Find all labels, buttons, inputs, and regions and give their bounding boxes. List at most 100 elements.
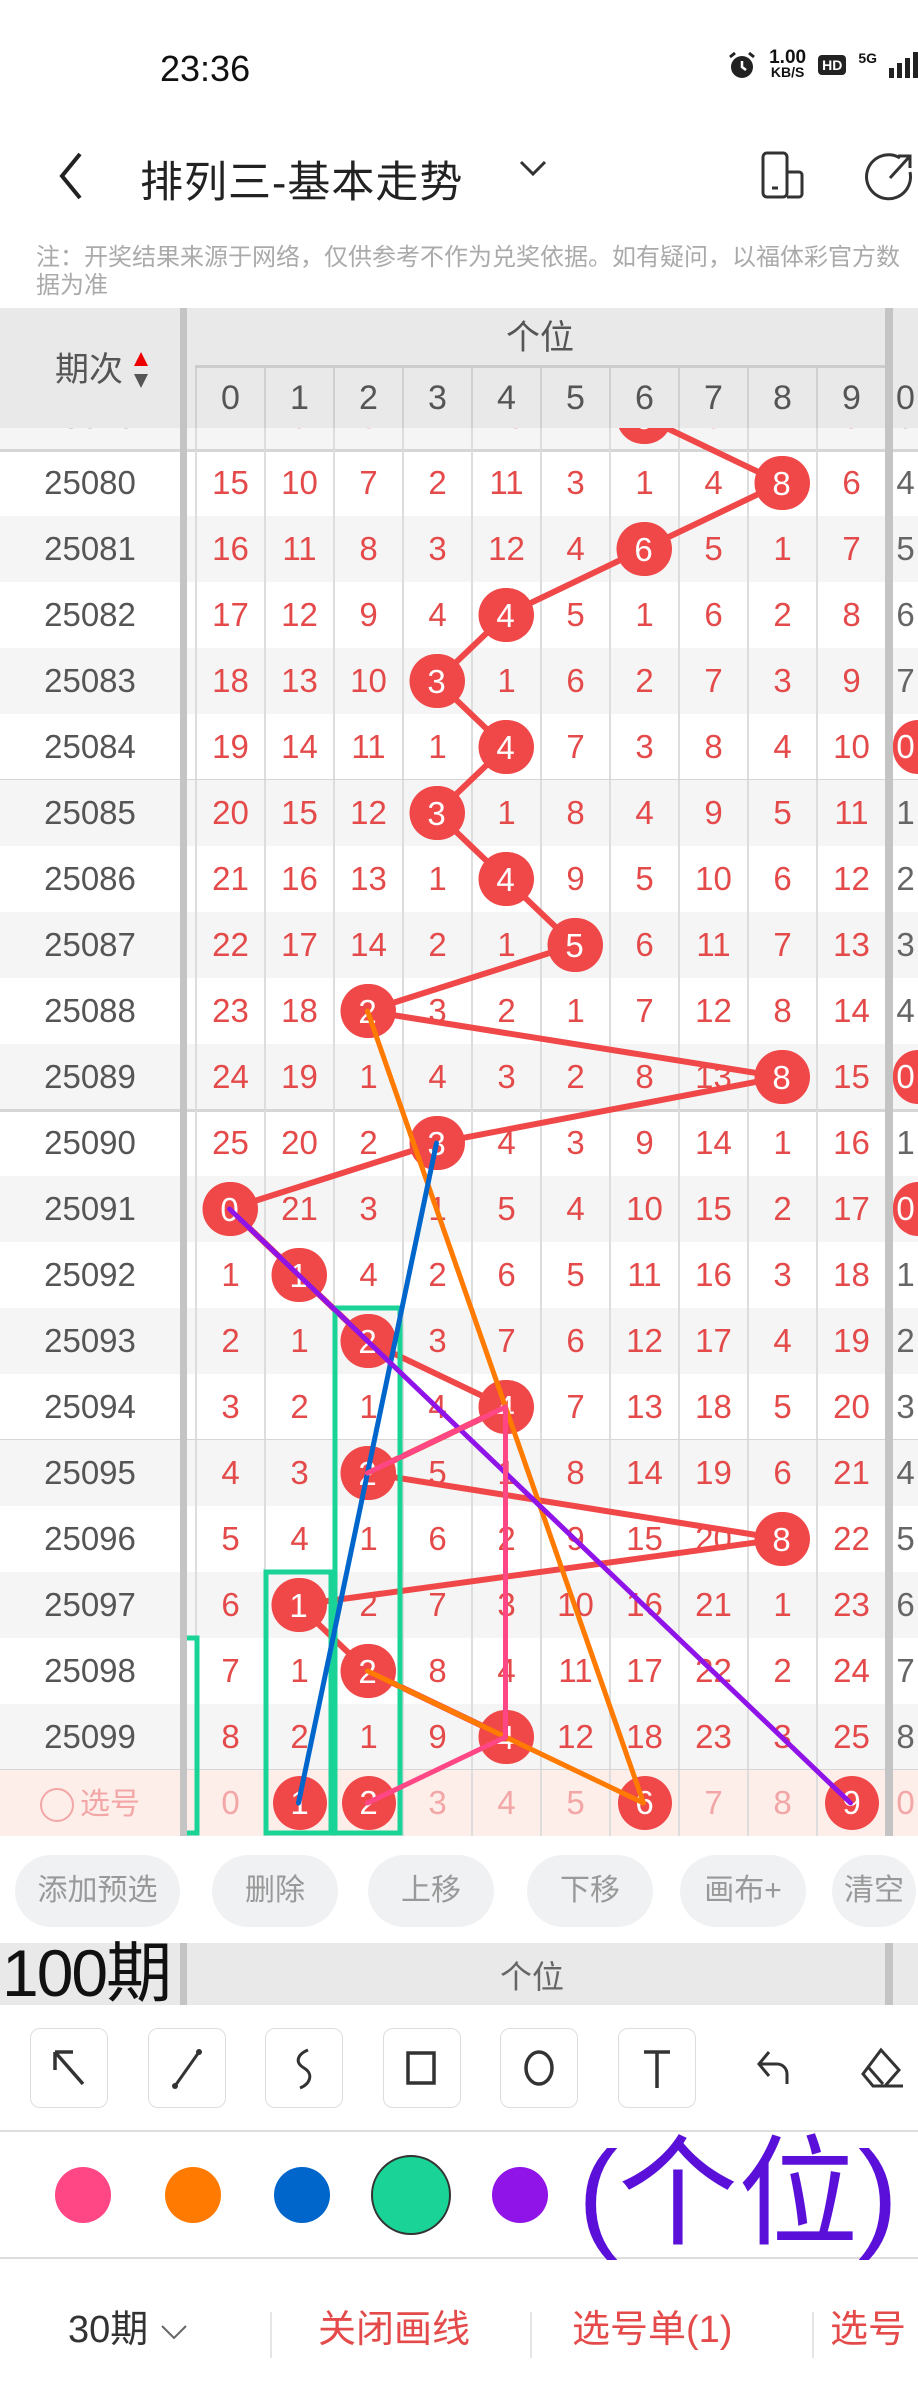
digit-cell: 4 — [471, 1638, 540, 1704]
select-next-digit[interactable]: 0 — [896, 1784, 915, 1821]
hit-ball: 2 — [341, 1644, 396, 1698]
select-digit-1[interactable]: 1 — [264, 1770, 333, 1836]
color-swatch[interactable] — [55, 2167, 111, 2223]
digit-cell: 14 — [678, 1110, 747, 1176]
table-header — [0, 308, 918, 428]
digit-cell: 9 — [540, 846, 609, 912]
digit-cell: 12 — [264, 582, 333, 648]
digit-cell: 6 — [471, 1242, 540, 1308]
digit-cell: 14 — [264, 714, 333, 780]
digit-cell: 6 — [609, 516, 678, 582]
digit-cell: 9 — [264, 428, 333, 450]
phone-layout-icon[interactable] — [760, 150, 808, 202]
select-digit-9[interactable]: 9 — [816, 1770, 885, 1836]
move-down-button[interactable]: 下移 — [527, 1855, 653, 1927]
digit-header-4: 4 — [471, 368, 540, 428]
select-digit-7[interactable]: 7 — [678, 1770, 747, 1836]
select-digit-8[interactable]: 8 — [747, 1770, 816, 1836]
selected-ball: 9 — [824, 1776, 879, 1830]
text-tool-button[interactable] — [618, 2028, 696, 2108]
rectangle-icon — [406, 2051, 436, 2085]
back-icon[interactable] — [50, 148, 90, 204]
digit-cell: 5 — [540, 1242, 609, 1308]
digit-cell: 16 — [816, 1110, 885, 1176]
delete-button[interactable]: 删除 — [212, 1855, 338, 1927]
move-up-button[interactable]: 上移 — [368, 1855, 494, 1927]
selection-list-button[interactable]: 选号单(1) — [572, 2309, 733, 2351]
digit-cell: 2 — [402, 450, 471, 516]
digit-cell: 6 — [333, 428, 402, 450]
arrow-tool-button[interactable] — [30, 2028, 108, 2108]
hd-badge: HD — [818, 55, 847, 75]
share-icon[interactable] — [864, 150, 914, 202]
next-section-cell: 4 — [896, 1454, 915, 1491]
digit-cell: 22 — [195, 912, 264, 978]
hit-ball: 6 — [617, 428, 672, 444]
hit-ball: 2 — [341, 1314, 396, 1368]
period-cell: 25080 — [44, 464, 136, 501]
digit-cell: 6 — [609, 428, 678, 450]
digit-cell: 12 — [816, 846, 885, 912]
period-cell: 25090 — [44, 1124, 136, 1161]
digit-cell: 6 — [747, 1440, 816, 1506]
digit-cell: 1 — [471, 648, 540, 714]
add-preselect-button[interactable]: 添加预选 — [15, 1855, 180, 1927]
digit-cell: 1 — [402, 1176, 471, 1242]
clear-button[interactable]: 清空 — [832, 1855, 916, 1927]
freehand-tool-button[interactable] — [265, 2028, 343, 2108]
hit-ball: 2 — [341, 1446, 396, 1500]
digit-cell: 9 — [678, 780, 747, 846]
sort-icon[interactable] — [133, 350, 149, 390]
select-digit-2[interactable]: 2 — [333, 1770, 402, 1836]
digit-cell: 4 — [540, 516, 609, 582]
digit-cell: 16 — [609, 1572, 678, 1638]
period-column-header[interactable]: 期次 — [55, 351, 123, 389]
page-title[interactable]: 排列三-基本走势 — [140, 159, 464, 207]
digit-cell: 5 — [816, 428, 885, 450]
undo-button[interactable] — [745, 2028, 805, 2108]
period-cell: 25094 — [44, 1388, 136, 1425]
next-section-cell: 1 — [896, 1124, 915, 1161]
speed-value: 1.00 — [769, 47, 807, 68]
color-swatch[interactable] — [165, 2167, 221, 2223]
digit-cell: 2 — [471, 1506, 540, 1572]
digit-cell: 12 — [333, 780, 402, 846]
digit-cell: 20 — [816, 1374, 885, 1440]
period-cell: 25079 — [0, 428, 180, 450]
digit-cell: 11 — [264, 516, 333, 582]
select-digit-3[interactable]: 3 — [402, 1770, 471, 1836]
hit-ball: 5 — [548, 918, 603, 972]
color-swatch[interactable] — [371, 2155, 451, 2235]
color-swatch[interactable] — [274, 2167, 330, 2223]
select-digit-0[interactable]: 0 — [195, 1770, 264, 1836]
chevron-down-icon[interactable] — [515, 150, 551, 186]
digit-cell: 23 — [195, 978, 264, 1044]
network-speed: 1.00 KB/S — [769, 47, 807, 80]
digit-cell: 24 — [195, 1044, 264, 1110]
table-row: 25093 2 1 2 3 7 6 12 17 4 19 2 — [0, 1308, 918, 1374]
rectangle-tool-button[interactable] — [383, 2028, 461, 2108]
select-digit-6[interactable]: 6 — [609, 1770, 678, 1836]
digit-cell: 4 — [402, 1044, 471, 1110]
period-cell: 25089 — [44, 1058, 136, 1095]
table-row: 25082 17 12 9 4 4 5 1 6 2 8 6 — [0, 582, 918, 648]
select-number-button[interactable]: 选号 — [830, 2309, 907, 2351]
eraser-button[interactable] — [852, 2028, 912, 2108]
period-range-dropdown[interactable]: 30期 — [68, 2305, 189, 2355]
circle-tool-button[interactable] — [500, 2028, 578, 2108]
color-swatch[interactable] — [492, 2167, 548, 2223]
digit-header-3: 3 — [402, 368, 471, 428]
digit-cell: 16 — [678, 1242, 747, 1308]
freehand-icon — [296, 2048, 312, 2090]
digit-cell: 22 — [816, 1506, 885, 1572]
select-digit-4[interactable]: 4 — [471, 1770, 540, 1836]
digit-cell: 1 — [264, 1638, 333, 1704]
close-drawing-button[interactable]: 关闭画线 — [318, 2309, 471, 2351]
digit-cell: 13 — [609, 1374, 678, 1440]
select-digit-5[interactable]: 5 — [540, 1770, 609, 1836]
table-row: 25086 21 16 13 1 4 9 5 10 6 12 2 — [0, 846, 918, 912]
canvas-plus-button[interactable]: 画布+ — [680, 1855, 806, 1927]
line-tool-button[interactable] — [148, 2028, 226, 2108]
trend-table-body[interactable]: 2507914961102637532508015107211314864250… — [0, 428, 918, 1836]
digit-cell: 6 — [678, 582, 747, 648]
